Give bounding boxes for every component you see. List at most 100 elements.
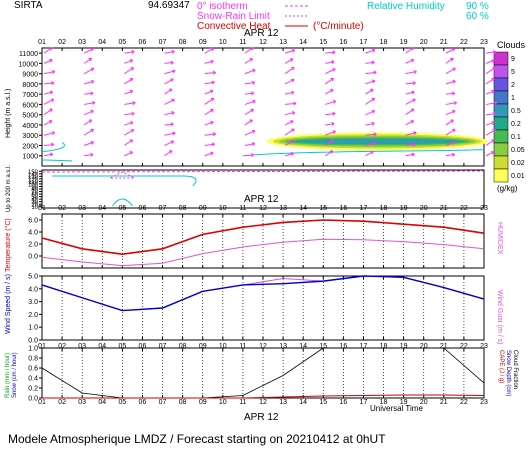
colorbar-label: 0.5 xyxy=(511,108,521,115)
wind-arrow-head xyxy=(492,67,496,71)
wind-arrow xyxy=(284,49,295,54)
wind-arrow-head xyxy=(210,97,215,102)
wind-arrow-head xyxy=(168,88,173,93)
height-tick-label: 11000 xyxy=(19,51,38,58)
wind-speed-axis-label: Wind Speed (m / s) xyxy=(5,274,12,334)
hour-label-lower: 16 xyxy=(339,343,347,350)
colorbar-label: 1 xyxy=(511,95,515,102)
hour-label-top: 15 xyxy=(319,39,327,46)
wind-arrow-head xyxy=(92,101,96,105)
hour-label-lower: 20 xyxy=(420,343,428,350)
wind-arrow-head xyxy=(491,89,495,94)
colorbar-swatch xyxy=(493,155,509,170)
wind-arrow xyxy=(485,67,496,75)
wind-arrow xyxy=(405,120,414,126)
height-tick-label: 9000 xyxy=(22,72,38,79)
wind-arrow xyxy=(405,47,415,54)
wind-arrow-head xyxy=(452,67,456,72)
wind-arrow-head xyxy=(370,88,374,93)
wind-arrow-head xyxy=(251,142,256,147)
panel-wind-speed-frame-ytick-label: 0.0 xyxy=(28,338,38,345)
wind-arrow-head xyxy=(130,129,135,133)
hour-label-bottom: 09 xyxy=(199,399,207,406)
wind-arrow xyxy=(365,61,375,64)
hour-label-top: 12 xyxy=(259,39,267,46)
wind-arrow-head xyxy=(90,128,94,133)
wind-arrow-head xyxy=(453,101,457,105)
wind-arrow xyxy=(244,92,254,95)
height-tick-label: 8000 xyxy=(22,82,38,89)
hour-label-top: 16 xyxy=(339,39,347,46)
wind-arrow-head xyxy=(451,91,456,96)
wind-arrow-head xyxy=(492,50,497,54)
wind-arrow-head xyxy=(373,132,377,137)
hour-label-top: 01 xyxy=(38,39,46,46)
wind-arrow xyxy=(405,132,417,136)
wind-arrow-head xyxy=(171,98,175,103)
wind-arrow xyxy=(43,132,55,136)
boundary-tick-label: 140 xyxy=(28,172,39,178)
wind-arrow-head xyxy=(252,99,256,104)
panel-temperature-frame-ytick-label: 4.0 xyxy=(28,230,38,237)
wind-arrow xyxy=(83,110,94,116)
wind-arrow-head xyxy=(372,141,376,146)
wind-arrow xyxy=(365,97,375,105)
wind-arrow xyxy=(124,102,136,105)
hour-label-lower: 11 xyxy=(239,343,246,350)
wind-arrow xyxy=(83,48,94,54)
boundary-tick-label: 60 xyxy=(31,193,38,199)
hour-label-bottom: 01 xyxy=(38,399,46,406)
wind-arrow-head xyxy=(332,50,336,55)
colorbar-swatch xyxy=(493,77,509,92)
height-tick-label: 4000 xyxy=(22,123,38,130)
wind-arrow-head xyxy=(370,150,374,155)
panel-wind-speed-frame-ytick-label: 2.0 xyxy=(28,312,38,319)
hour-label-lower: 17 xyxy=(360,343,368,350)
wind-arrow-head xyxy=(251,129,256,134)
hour-label-lower: 08 xyxy=(179,343,187,350)
wind-arrow xyxy=(164,70,176,75)
wind-arrow xyxy=(325,113,336,116)
wind-arrow xyxy=(164,123,174,126)
wind-arrow-head xyxy=(51,81,55,86)
caption: Modele Atmospherique LMDZ / Forecast sta… xyxy=(8,432,386,446)
wind-arrow xyxy=(365,122,375,126)
wind-arrow-head xyxy=(129,89,134,94)
panel-rain-frame-ytick-label: 0.6 xyxy=(28,366,38,373)
rain-axis-label: Rain (mm / hour) xyxy=(5,353,11,398)
panel-wind-speed-frame-ytick-label: 3.0 xyxy=(28,299,38,306)
wind-arrow-head xyxy=(373,70,377,75)
wind-arrow-head xyxy=(51,142,55,147)
wind-arrow xyxy=(325,139,334,146)
wind-arrow-head xyxy=(493,101,498,106)
wind-arrow xyxy=(204,152,214,157)
height-tick-label: 7000 xyxy=(22,92,38,99)
colorbar-swatch xyxy=(493,142,509,157)
wind-arrow-head xyxy=(171,111,175,115)
wind-arrow xyxy=(325,68,336,75)
wind-arrow-head xyxy=(371,109,376,114)
wind-arrow-head xyxy=(452,109,456,114)
hour-label-top: 21 xyxy=(440,39,448,46)
wind-arrow xyxy=(284,140,295,146)
wind-arrow-head xyxy=(49,90,54,95)
wind-arrow-head xyxy=(90,91,94,96)
date-label-bottom: APR 12 xyxy=(244,412,279,423)
wind-arrow-head xyxy=(491,151,495,155)
boundary-tick-label: 40 xyxy=(31,198,38,204)
wind-arrow xyxy=(84,141,94,146)
wind-arrow-head xyxy=(492,129,496,133)
wind-arrow xyxy=(244,143,255,146)
wind-arrow xyxy=(124,51,135,54)
wind-arrow-head xyxy=(452,141,456,145)
wind-arrow-head xyxy=(331,122,335,126)
hour-label-top: 11 xyxy=(239,39,246,46)
legend-rh-60: 60 % xyxy=(466,11,489,22)
wind-arrow-head xyxy=(289,58,294,62)
hour-label-top: 14 xyxy=(299,39,307,46)
wind-arrow-head xyxy=(491,77,495,82)
wind-arrow xyxy=(485,129,496,136)
wind-arrow-head xyxy=(49,152,54,157)
colorbar-swatch xyxy=(493,64,509,79)
wind-arrow xyxy=(365,133,377,136)
